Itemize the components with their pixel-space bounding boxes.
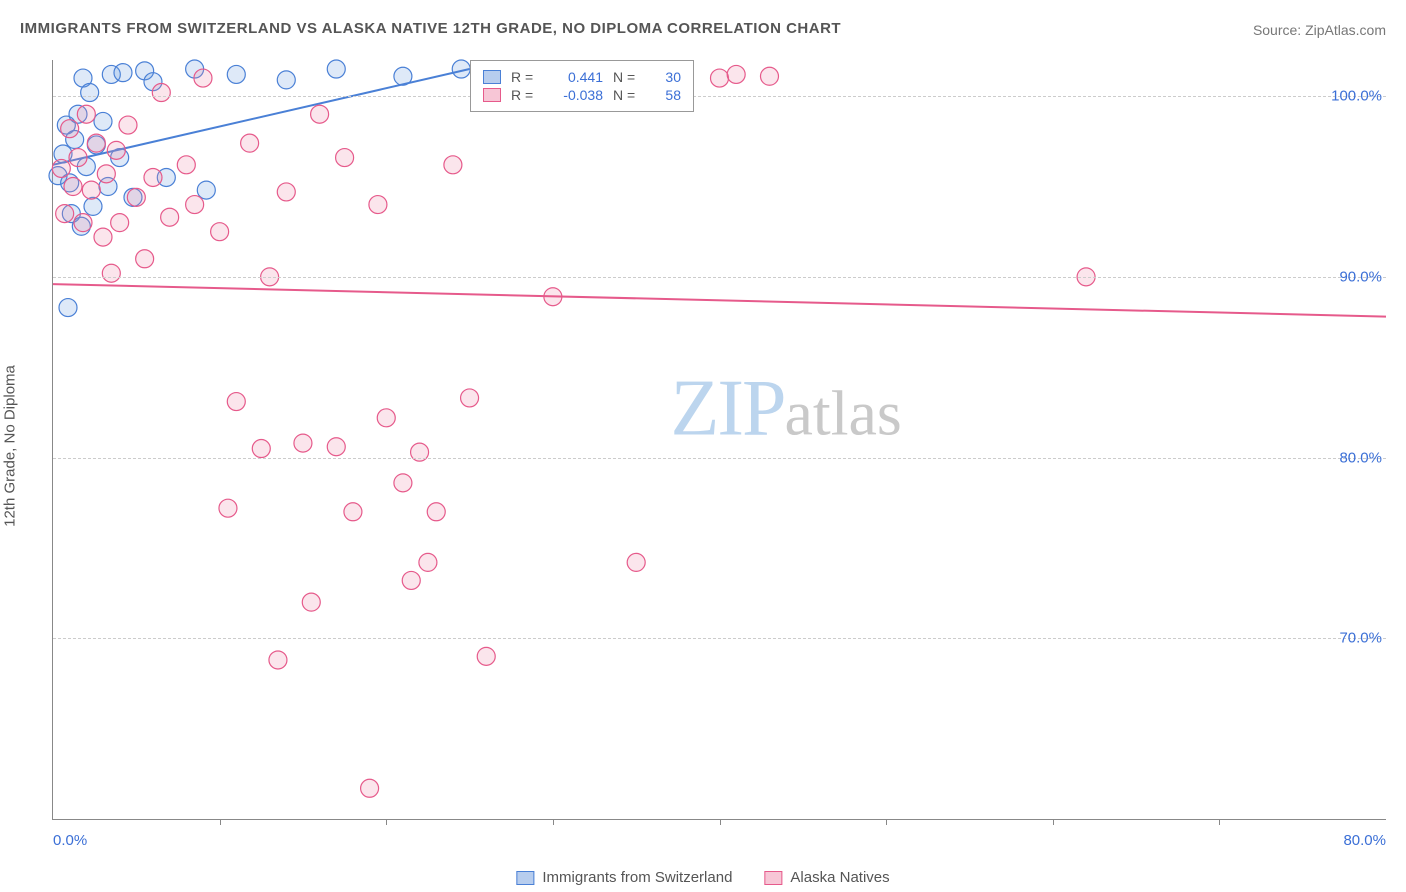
data-point: [727, 65, 745, 83]
data-point: [227, 65, 245, 83]
data-point: [302, 593, 320, 611]
data-point: [127, 188, 145, 206]
swatch-icon: [483, 88, 501, 102]
swatch-icon: [483, 70, 501, 84]
data-point: [144, 168, 162, 186]
n-value: 30: [653, 69, 681, 85]
legend-row: R = -0.038 N = 58: [483, 87, 681, 103]
data-point: [711, 69, 729, 87]
data-point: [336, 149, 354, 167]
y-tick-label: 80.0%: [1339, 449, 1388, 466]
data-point: [627, 553, 645, 571]
legend-label: Immigrants from Switzerland: [542, 869, 732, 886]
swatch-icon: [764, 871, 782, 885]
n-label: N =: [613, 87, 643, 103]
data-point: [277, 71, 295, 89]
r-value: -0.038: [549, 87, 603, 103]
data-point: [102, 264, 120, 282]
data-point: [361, 779, 379, 797]
y-tick-label: 100.0%: [1331, 88, 1388, 105]
data-point: [74, 214, 92, 232]
data-point: [461, 389, 479, 407]
data-point: [444, 156, 462, 174]
data-point: [84, 197, 102, 215]
r-value: 0.441: [549, 69, 603, 85]
data-point: [344, 503, 362, 521]
data-point: [52, 159, 70, 177]
data-point: [760, 67, 778, 85]
legend-item: Immigrants from Switzerland: [516, 869, 732, 886]
r-label: R =: [511, 87, 539, 103]
data-point: [477, 647, 495, 665]
swatch-icon: [516, 871, 534, 885]
data-point: [59, 299, 77, 317]
data-point: [327, 438, 345, 456]
data-point: [119, 116, 137, 134]
data-point: [61, 120, 79, 138]
n-label: N =: [613, 69, 643, 85]
data-point: [81, 84, 99, 102]
data-point: [136, 250, 154, 268]
data-point: [427, 503, 445, 521]
data-point: [56, 205, 74, 223]
data-point: [77, 105, 95, 123]
data-point: [111, 214, 129, 232]
data-point: [114, 64, 132, 82]
data-point: [97, 165, 115, 183]
data-point: [311, 105, 329, 123]
data-point: [227, 393, 245, 411]
data-point: [377, 409, 395, 427]
n-value: 58: [653, 87, 681, 103]
data-point: [294, 434, 312, 452]
data-point: [82, 181, 100, 199]
data-point: [161, 208, 179, 226]
data-point: [402, 571, 420, 589]
x-axis-min-label: 0.0%: [53, 832, 87, 849]
r-label: R =: [511, 69, 539, 85]
data-point: [327, 60, 345, 78]
data-point: [194, 69, 212, 87]
data-point: [107, 141, 125, 159]
plot-area: ZIPatlas 0.0% 80.0% 70.0%80.0%90.0%100.0…: [52, 60, 1386, 820]
data-point: [369, 196, 387, 214]
x-axis-max-label: 80.0%: [1343, 832, 1386, 849]
data-point: [186, 196, 204, 214]
data-point: [64, 178, 82, 196]
data-point: [277, 183, 295, 201]
data-point: [269, 651, 287, 669]
data-point: [87, 134, 105, 152]
data-point: [197, 181, 215, 199]
chart-svg: [53, 60, 1386, 819]
y-axis-title: 12th Grade, No Diploma: [2, 365, 19, 527]
series-legend: Immigrants from Switzerland Alaska Nativ…: [516, 869, 889, 886]
data-point: [241, 134, 259, 152]
data-point: [69, 149, 87, 167]
legend-item: Alaska Natives: [764, 869, 889, 886]
legend-label: Alaska Natives: [790, 869, 889, 886]
data-point: [94, 228, 112, 246]
data-point: [152, 84, 170, 102]
regression-line: [53, 284, 1386, 317]
data-point: [177, 156, 195, 174]
y-tick-label: 70.0%: [1339, 630, 1388, 647]
legend-row: R = 0.441 N = 30: [483, 69, 681, 85]
source-label: Source: ZipAtlas.com: [1253, 22, 1386, 38]
data-point: [94, 112, 112, 130]
data-point: [252, 440, 270, 458]
data-point: [219, 499, 237, 517]
correlation-legend: R = 0.441 N = 30 R = -0.038 N = 58: [470, 60, 694, 112]
data-point: [211, 223, 229, 241]
data-point: [394, 474, 412, 492]
y-tick-label: 90.0%: [1339, 268, 1388, 285]
data-point: [419, 553, 437, 571]
chart-title: IMMIGRANTS FROM SWITZERLAND VS ALASKA NA…: [20, 20, 841, 37]
